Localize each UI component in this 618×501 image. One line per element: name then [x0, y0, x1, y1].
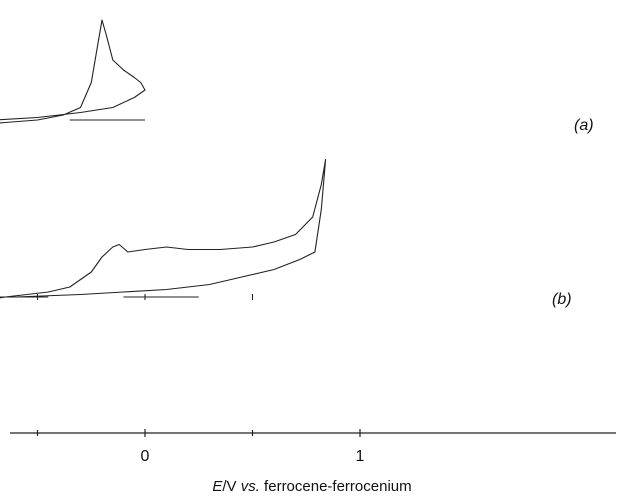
- trace-layer: [0, 19, 327, 300]
- x-axis-label-symbol: E: [212, 478, 223, 495]
- x-tick-label-4: 1: [356, 448, 365, 465]
- x-axis-label-reference: ferrocene-ferrocenium: [260, 478, 412, 495]
- x-tick-label-3: 0: [141, 448, 150, 465]
- voltammogram-trace-1-anodic: [0, 158, 327, 299]
- panel-label-b: (b): [552, 291, 572, 308]
- x-axis-label-vs: vs.: [241, 478, 260, 495]
- voltammogram-trace-0-anodic: [0, 19, 146, 124]
- x-axis: −3−2−101: [10, 429, 616, 465]
- panel-label-a: (a): [574, 117, 594, 134]
- x-axis-label-unit: /V: [222, 478, 240, 495]
- x-axis-label: E/V vs. ferrocene-ferrocenium: [212, 478, 411, 495]
